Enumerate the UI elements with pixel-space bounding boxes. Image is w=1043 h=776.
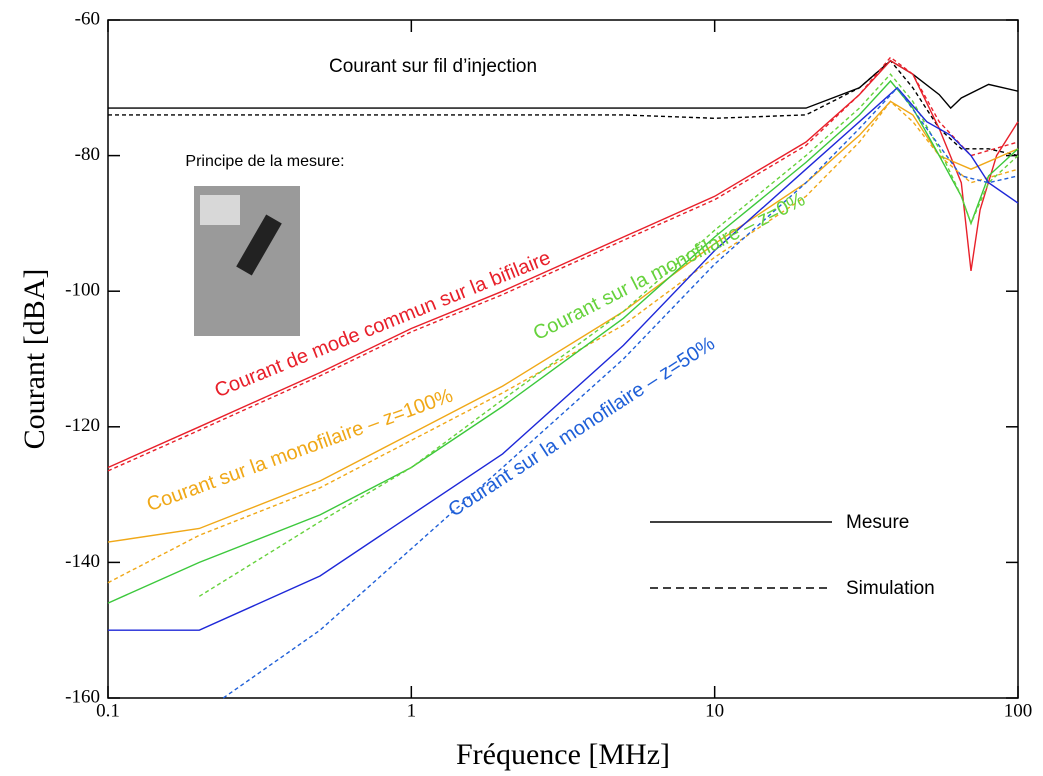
series-line — [107, 56, 1019, 472]
photo-detail — [236, 214, 282, 276]
y-tick-label: -100 — [65, 280, 100, 301]
series-line — [107, 100, 1019, 584]
annotation: Courant sur la monofilaire – z=0% — [530, 188, 809, 345]
legend-label: Mesure — [846, 512, 909, 533]
y-tick-label: -160 — [65, 686, 100, 707]
series-line — [108, 86, 1019, 631]
annotation: Principe de la mesure: — [185, 153, 344, 170]
y-axis-label: Courant [dBA] — [18, 269, 51, 450]
annotation: Courant sur fil d’injection — [329, 56, 537, 77]
y-tick-label: -80 — [75, 144, 100, 165]
series-line — [222, 86, 1019, 699]
photo-detail — [200, 195, 240, 225]
annotation: Courant sur la monofilaire – z=50% — [445, 332, 720, 521]
x-tick-label: 0.1 — [96, 700, 120, 721]
x-tick-label: 10 — [705, 700, 724, 721]
series-line — [108, 59, 1019, 157]
y-tick-label: -140 — [65, 551, 100, 572]
legend-label: Simulation — [846, 578, 935, 599]
series-line — [198, 73, 1019, 597]
x-axis-label: Fréquence [MHz] — [456, 738, 670, 771]
y-tick-label: -120 — [65, 415, 100, 436]
y-tick-label: -60 — [75, 8, 100, 29]
x-tick-label: 100 — [1004, 700, 1033, 721]
x-tick-label: 1 — [407, 700, 417, 721]
series-line — [107, 59, 1019, 469]
plot-frame — [107, 19, 1019, 699]
